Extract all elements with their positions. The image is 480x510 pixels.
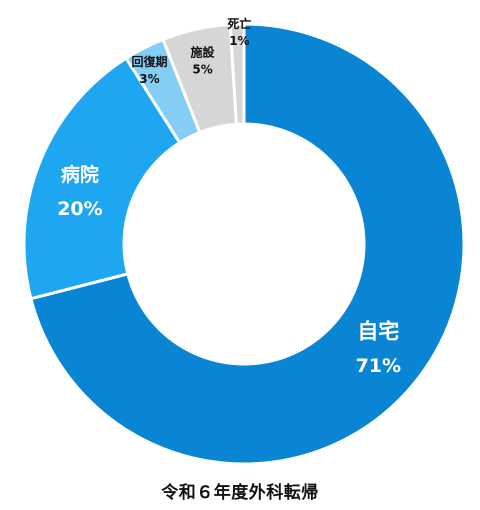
slice-value-hospital: 20%	[57, 198, 102, 220]
slices-layer	[22, 22, 466, 466]
slice-label-rehab: 回復期	[131, 54, 167, 69]
slice-value-death: 1%	[229, 34, 249, 48]
slice-death	[228, 22, 246, 126]
slice-label-death: 死亡	[227, 16, 251, 31]
chart-title: 令和６年度外科転帰	[161, 483, 319, 503]
slice-label-hospital: 病院	[61, 163, 99, 186]
donut-chart: 自宅 71% 病院 20% 回復期 3% 施設 5% 死亡 1%	[22, 16, 466, 466]
slice-value-home: 71%	[356, 355, 401, 377]
slice-home	[29, 22, 466, 466]
slice-label-facility: 施設	[191, 44, 216, 59]
slice-label-home: 自宅	[357, 320, 399, 344]
labels-layer: 自宅 71% 病院 20% 回復期 3% 施設 5% 死亡 1%	[57, 16, 401, 377]
slice-value-facility: 5%	[192, 62, 212, 76]
slice-hospital	[22, 56, 182, 301]
slice-value-rehab: 3%	[139, 72, 159, 86]
